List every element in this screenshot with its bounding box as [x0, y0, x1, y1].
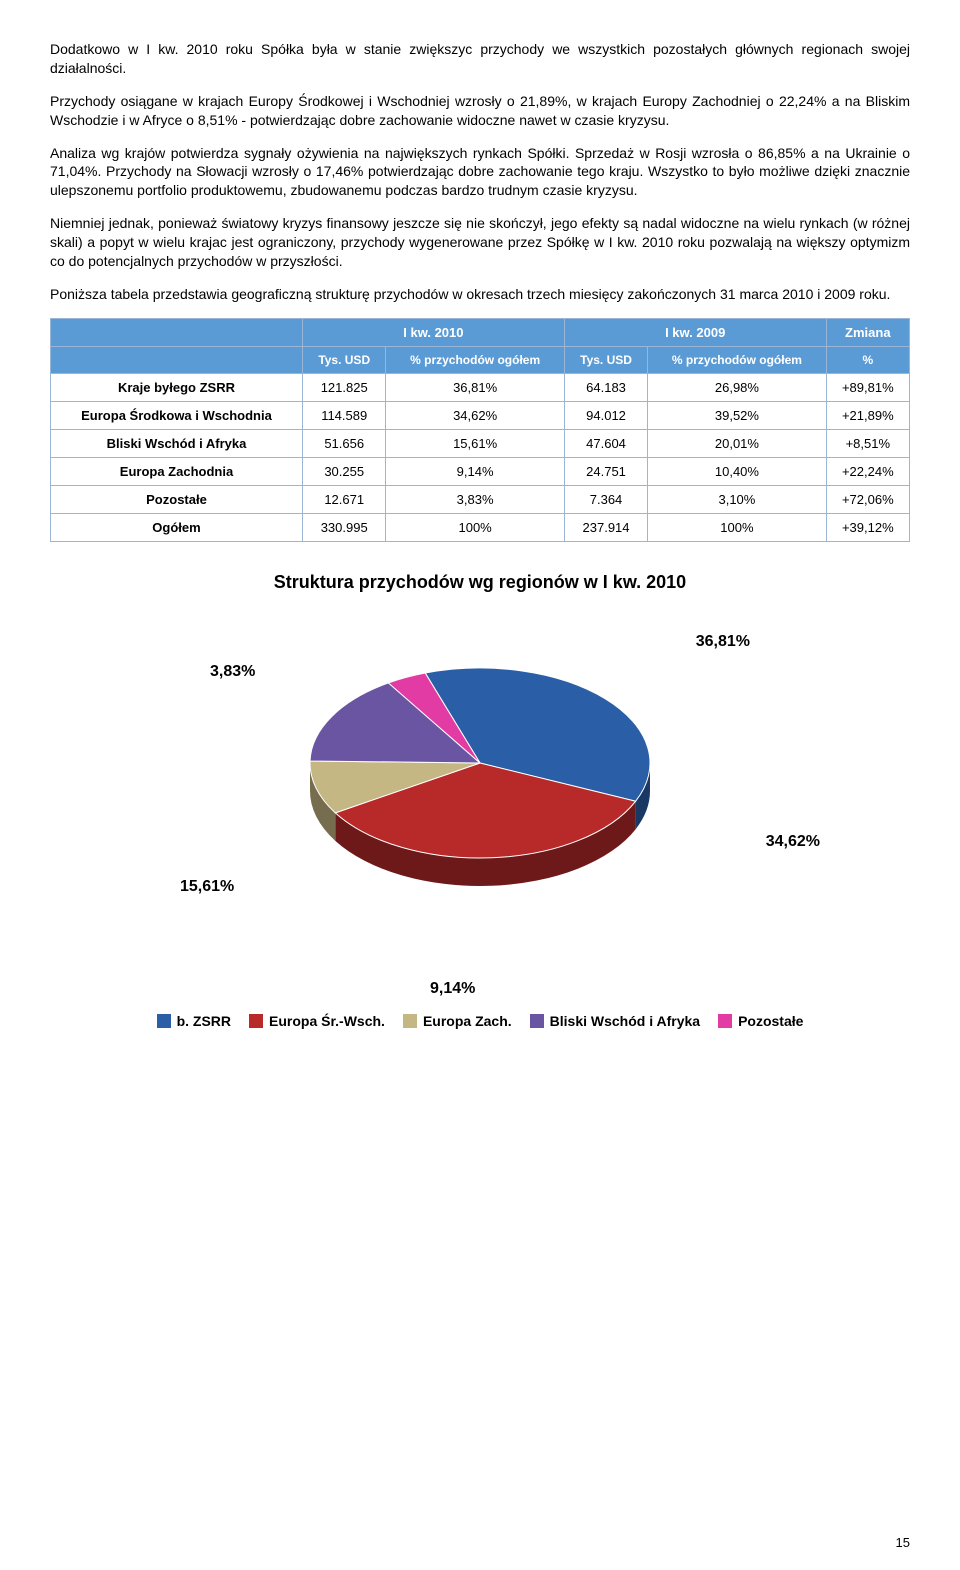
table-cell: 100% [648, 513, 826, 541]
table-cell: 3,83% [386, 485, 564, 513]
table-row: Ogółem330.995100%237.914100%+39,12% [51, 513, 910, 541]
table-row: Europa Zachodnia30.2559,14%24.75110,40%+… [51, 457, 910, 485]
table-cell: 121.825 [302, 373, 385, 401]
legend-swatch [718, 1014, 732, 1028]
table-cell: 51.656 [302, 429, 385, 457]
table-cell: 20,01% [648, 429, 826, 457]
table-cell: +22,24% [826, 457, 909, 485]
page-number: 15 [896, 1535, 910, 1550]
table-cell: +39,12% [826, 513, 909, 541]
table-cell: Bliski Wschód i Afryka [51, 429, 303, 457]
table-cell: 10,40% [648, 457, 826, 485]
table-cell: 94.012 [564, 401, 647, 429]
callout-bw-afryka: 15,61% [180, 878, 234, 896]
table-cell: 47.604 [564, 429, 647, 457]
legend-label: Europa Zach. [423, 1013, 512, 1029]
legend-swatch [249, 1014, 263, 1028]
legend-swatch [403, 1014, 417, 1028]
table-cell: +8,51% [826, 429, 909, 457]
table-cell: Kraje byłego ZSRR [51, 373, 303, 401]
table-cell: +21,89% [826, 401, 909, 429]
table-cell: Europa Środkowa i Wschodnia [51, 401, 303, 429]
th-tys2: Tys. USD [564, 346, 647, 373]
legend-swatch [530, 1014, 544, 1028]
chart-legend: b. ZSRR Europa Śr.-Wsch. Europa Zach. Blisk… [50, 1013, 910, 1029]
callout-eur-zach: 9,14% [430, 980, 475, 998]
th-period2: I kw. 2009 [564, 318, 826, 346]
legend-item: Europa Śr.-Wsch. [249, 1013, 385, 1029]
callout-zsrr: 36,81% [696, 633, 750, 651]
table-row: Pozostałe12.6713,83%7.3643,10%+72,06% [51, 485, 910, 513]
legend-item: b. ZSRR [157, 1013, 231, 1029]
paragraph: Niemniej jednak, ponieważ światowy kryzy… [50, 214, 910, 271]
chart-title: Struktura przychodów wg regionów w I kw.… [50, 572, 910, 593]
legend-label: Europa Śr.-Wsch. [269, 1013, 385, 1029]
revenue-table: I kw. 2010 I kw. 2009 Zmiana Tys. USD % … [50, 318, 910, 542]
table-cell: 36,81% [386, 373, 564, 401]
legend-item: Bliski Wschód i Afryka [530, 1013, 700, 1029]
table-cell: Ogółem [51, 513, 303, 541]
table-cell: 24.751 [564, 457, 647, 485]
table-cell: +72,06% [826, 485, 909, 513]
table-cell: 100% [386, 513, 564, 541]
table-cell: 330.995 [302, 513, 385, 541]
table-cell: 237.914 [564, 513, 647, 541]
legend-item: Pozostałe [718, 1013, 803, 1029]
paragraph: Dodatkowo w I kw. 2010 roku Spółka była … [50, 40, 910, 78]
table-cell: 114.589 [302, 401, 385, 429]
table-row: Bliski Wschód i Afryka51.65615,61%47.604… [51, 429, 910, 457]
th-pct2: % przychodów ogółem [648, 346, 826, 373]
legend-label: Bliski Wschód i Afryka [550, 1013, 700, 1029]
table-cell: 9,14% [386, 457, 564, 485]
th-change: Zmiana [826, 318, 909, 346]
paragraph: Analiza wg krajów potwierdza sygnały oży… [50, 144, 910, 201]
table-cell: 15,61% [386, 429, 564, 457]
table-cell: Pozostałe [51, 485, 303, 513]
legend-label: Pozostałe [738, 1013, 803, 1029]
table-row: Kraje byłego ZSRR121.82536,81%64.18326,9… [51, 373, 910, 401]
table-cell: 39,52% [648, 401, 826, 429]
paragraph: Poniższa tabela przedstawia geograficzną… [50, 285, 910, 304]
table-cell: 26,98% [648, 373, 826, 401]
table-cell: Europa Zachodnia [51, 457, 303, 485]
th-pctchg: % [826, 346, 909, 373]
callout-pozostale: 3,83% [210, 663, 255, 681]
th-pct1: % przychodów ogółem [386, 346, 564, 373]
th-tys1: Tys. USD [302, 346, 385, 373]
paragraph: Przychody osiągane w krajach Europy Środ… [50, 92, 910, 130]
table-cell: 34,62% [386, 401, 564, 429]
table-cell: 7.364 [564, 485, 647, 513]
pie-chart: Struktura przychodów wg regionów w I kw.… [50, 572, 910, 1029]
th-blank2 [51, 346, 303, 373]
table-cell: 30.255 [302, 457, 385, 485]
th-period1: I kw. 2010 [302, 318, 564, 346]
pie-svg [230, 603, 730, 943]
legend-item: Europa Zach. [403, 1013, 512, 1029]
callout-eur-sw: 34,62% [766, 833, 820, 851]
legend-swatch [157, 1014, 171, 1028]
table-cell: +89,81% [826, 373, 909, 401]
th-blank [51, 318, 303, 346]
table-cell: 3,10% [648, 485, 826, 513]
table-row: Europa Środkowa i Wschodnia114.58934,62%… [51, 401, 910, 429]
table-cell: 64.183 [564, 373, 647, 401]
table-cell: 12.671 [302, 485, 385, 513]
legend-label: b. ZSRR [177, 1013, 231, 1029]
pie-area: 36,81% 34,62% 9,14% 15,61% 3,83% [130, 603, 830, 1003]
